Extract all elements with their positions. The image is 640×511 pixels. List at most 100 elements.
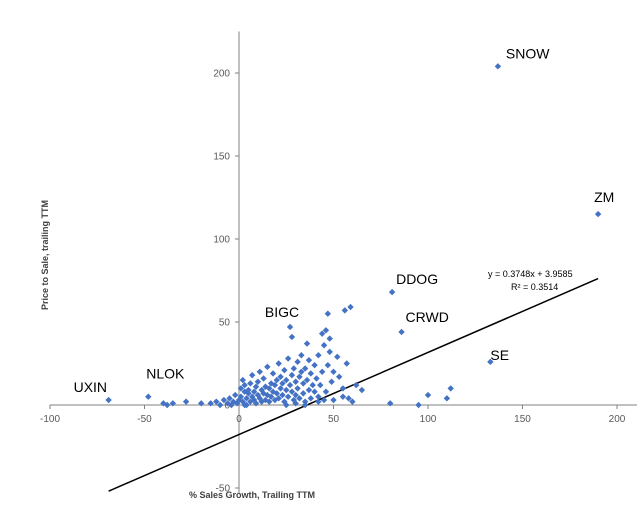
data-point (339, 385, 347, 392)
data-point (300, 380, 307, 387)
y-axis-title: Price to Sale, trailing TTM (40, 200, 50, 310)
trendline-equation: y = 0.3748x + 3.9585 (488, 269, 573, 279)
data-point (309, 381, 316, 389)
data-point (292, 391, 299, 399)
data-point (277, 373, 284, 380)
data-point (315, 352, 322, 359)
x-tick-label: 200 (609, 414, 626, 425)
data-point (239, 376, 246, 384)
y-tick-label: -50 (216, 484, 231, 495)
data-point (283, 386, 290, 394)
data-point (343, 360, 350, 367)
data-point (320, 396, 328, 404)
x-tick-label: 100 (420, 414, 437, 425)
data-point (273, 376, 280, 384)
data-point (283, 376, 290, 384)
data-point (252, 400, 260, 407)
x-tick-label: -50 (137, 414, 152, 425)
data-point (334, 353, 341, 361)
y-tick-label: 200 (213, 69, 230, 80)
data-point (277, 385, 284, 392)
data-point (267, 393, 275, 400)
data-point (288, 333, 296, 341)
point-label-snow: SNOW (506, 45, 550, 61)
data-point (232, 391, 239, 399)
data-point (220, 396, 228, 404)
data-point (298, 368, 305, 375)
data-point (284, 393, 292, 400)
data-point (216, 401, 224, 409)
data-point (330, 396, 337, 404)
data-point (424, 391, 432, 399)
data-points-layer (105, 63, 602, 409)
data-point (273, 390, 280, 397)
data-point (228, 401, 235, 409)
data-point (198, 400, 205, 407)
data-point (315, 393, 322, 400)
data-point (311, 361, 318, 369)
data-point (207, 400, 214, 407)
data-point (443, 395, 451, 402)
data-point (245, 386, 252, 394)
data-point (286, 381, 294, 389)
data-point (300, 390, 307, 397)
data-point (301, 365, 309, 372)
data-point (318, 368, 326, 375)
data-point (303, 376, 311, 384)
data-point (266, 385, 273, 392)
x-tick-label: 0 (236, 414, 242, 425)
data-point (305, 386, 313, 394)
labeled-point-crwd (398, 328, 405, 336)
data-point (243, 395, 250, 402)
labeled-point-ddog (388, 288, 396, 296)
data-point (307, 370, 315, 377)
data-point (387, 400, 394, 407)
data-point (264, 363, 271, 371)
y-tick-label: 100 (213, 235, 230, 246)
data-point (322, 388, 330, 395)
data-point (249, 371, 256, 379)
data-point (269, 370, 277, 377)
data-point (252, 383, 260, 390)
data-point (237, 393, 245, 400)
data-point (301, 401, 309, 409)
data-point (275, 395, 282, 402)
data-point (279, 380, 286, 387)
data-point (315, 398, 322, 405)
data-point (347, 303, 354, 311)
x-tick-label: 150 (514, 414, 531, 425)
data-point (288, 388, 296, 395)
labeled-point-snow (494, 63, 502, 70)
labeled-point-se (487, 358, 494, 366)
point-label-crwd: CRWD (406, 309, 449, 325)
data-point (281, 366, 288, 374)
x-tick-label: 50 (328, 414, 340, 425)
data-point (317, 381, 324, 389)
data-point (250, 388, 258, 395)
data-point (305, 356, 313, 364)
x-axis-title: % Sales Growth, Trailing TTM (189, 490, 315, 500)
data-point (352, 381, 360, 389)
labeled-point-zm (594, 210, 602, 218)
data-point (303, 340, 311, 347)
data-point (326, 335, 333, 342)
point-label-uxin: UXIN (74, 379, 107, 395)
data-point (294, 385, 301, 392)
data-point (294, 358, 301, 366)
data-point (349, 398, 356, 405)
data-point (213, 398, 220, 405)
data-point (182, 398, 190, 405)
data-point (169, 400, 177, 407)
data-point (330, 368, 337, 375)
data-point (256, 368, 263, 375)
data-point (275, 360, 282, 367)
data-point (328, 378, 335, 385)
point-label-bigc: BIGC (265, 304, 299, 320)
data-point (292, 378, 299, 385)
data-point (341, 307, 349, 314)
labeled-point-nlok (145, 393, 152, 400)
data-point (296, 373, 303, 380)
data-point (447, 385, 454, 392)
trendline-r-squared: R² = 0.3514 (511, 282, 558, 292)
data-point (415, 401, 422, 409)
